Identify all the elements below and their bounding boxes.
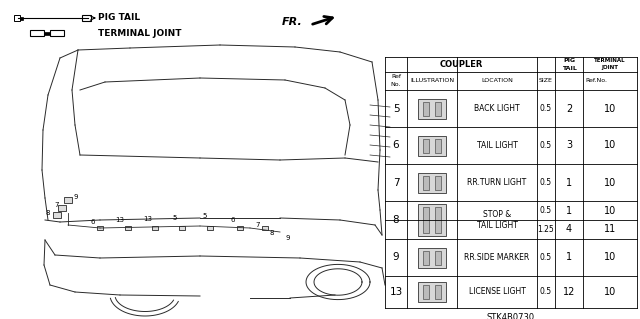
Bar [14,15,20,21]
Text: BACK LIGHT: BACK LIGHT [474,104,520,113]
Bar [423,175,429,189]
Text: TAIL: TAIL [561,65,577,70]
Text: FR.: FR. [282,17,303,27]
Text: SIZE: SIZE [539,78,553,84]
Text: COUPLER: COUPLER [439,60,483,69]
Text: 1: 1 [566,205,572,216]
Text: 5: 5 [393,103,399,114]
Bar [435,175,441,189]
Text: 10: 10 [604,103,616,114]
Bar [435,101,441,115]
Text: No.: No. [391,81,401,86]
Text: 0.5: 0.5 [540,178,552,187]
Text: 0.5: 0.5 [540,253,552,262]
Text: JOINT: JOINT [602,65,618,70]
Text: 13: 13 [115,217,125,223]
Text: Ref: Ref [391,75,401,79]
Text: 0.5: 0.5 [540,141,552,150]
Text: 0.5: 0.5 [540,104,552,113]
Text: 10: 10 [604,177,616,188]
Text: RR.TURN LIGHT: RR.TURN LIGHT [467,178,527,187]
Text: 9: 9 [393,253,399,263]
Text: 6: 6 [231,217,236,223]
Bar [53,212,61,218]
Text: 4: 4 [566,225,572,234]
Text: ILLUSTRATION: ILLUSTRATION [410,78,454,84]
Bar [64,197,72,203]
Bar [418,99,446,118]
Text: 2: 2 [566,103,572,114]
Text: 9: 9 [285,235,291,241]
Text: TAIL LIGHT: TAIL LIGHT [477,141,517,150]
Text: 13: 13 [389,287,403,297]
Bar [44,32,50,34]
Bar [423,138,429,152]
Bar [82,15,91,21]
Text: STK4B0730: STK4B0730 [487,314,535,319]
Bar [237,226,243,230]
Bar [179,226,185,230]
Bar [418,282,446,302]
Bar [152,226,158,230]
Text: 8: 8 [269,230,275,236]
Text: 13: 13 [143,216,152,222]
Bar [418,136,446,155]
Text: 5: 5 [173,215,177,221]
Text: 0.5: 0.5 [540,206,552,215]
Text: 1: 1 [566,253,572,263]
Text: 1.25: 1.25 [538,225,554,234]
Bar [435,285,441,299]
Text: 10: 10 [604,253,616,263]
Bar [435,250,441,264]
Bar [418,173,446,192]
Text: 10: 10 [604,140,616,151]
Text: TERMINAL: TERMINAL [594,58,626,63]
Text: PIG: PIG [563,58,575,63]
Text: 10: 10 [604,287,616,297]
Bar [50,30,64,36]
Text: 7: 7 [256,222,260,228]
Text: LOCATION: LOCATION [481,78,513,84]
Text: 7: 7 [55,202,60,208]
Bar [418,248,446,268]
Text: 6: 6 [91,219,95,225]
Text: PIG TAIL: PIG TAIL [98,13,140,23]
Bar [30,30,44,36]
Bar [207,226,213,230]
Bar [20,17,23,19]
Text: 0.5: 0.5 [540,287,552,296]
Text: Ref.No.: Ref.No. [585,78,607,84]
Bar [423,285,429,299]
Text: 5: 5 [203,213,207,219]
Text: 7: 7 [393,177,399,188]
Text: 9: 9 [74,194,78,200]
Bar [125,226,131,230]
Text: 3: 3 [566,140,572,151]
Text: 10: 10 [604,205,616,216]
Text: 8: 8 [393,215,399,225]
Bar [435,207,441,233]
Text: 1: 1 [566,177,572,188]
Bar [58,205,66,211]
Text: STOP &
TAIL LIGHT: STOP & TAIL LIGHT [477,210,517,230]
Bar [418,204,446,236]
Text: 6: 6 [393,140,399,151]
Bar [262,226,268,230]
Bar [97,226,103,230]
Text: TERMINAL JOINT: TERMINAL JOINT [98,28,182,38]
Bar [423,207,429,233]
Bar [435,138,441,152]
Text: LICENSE LIGHT: LICENSE LIGHT [468,287,525,296]
Bar [423,101,429,115]
Text: 11: 11 [604,225,616,234]
Text: 8: 8 [45,210,51,216]
Bar [423,250,429,264]
Text: RR.SIDE MARKER: RR.SIDE MARKER [465,253,530,262]
Text: 12: 12 [563,287,575,297]
